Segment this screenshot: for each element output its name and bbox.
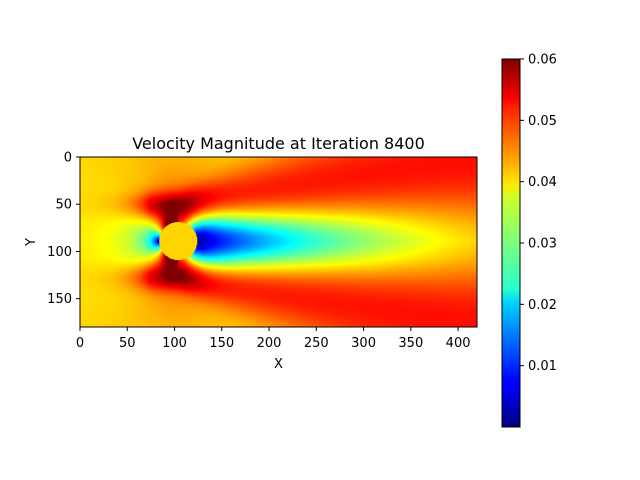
colorbar-tick-label: 0.03 [528, 237, 557, 252]
chart-title: Velocity Magnitude at Iteration 8400 [132, 134, 425, 153]
y-axis-label: Y [24, 238, 39, 247]
x-tick-label: 100 [162, 336, 187, 351]
y-tick-label: 100 [47, 245, 72, 260]
x-axis-label: X [274, 357, 283, 372]
velocity-heatmap [80, 157, 477, 327]
colorbar-tick-label: 0.06 [528, 53, 557, 68]
x-tick-label: 150 [209, 336, 234, 351]
y-axis-ticks: 0 50 100 150 [47, 151, 80, 307]
x-tick-label: 350 [398, 336, 423, 351]
x-tick-label: 50 [119, 336, 136, 351]
y-tick-label: 150 [47, 292, 72, 307]
x-tick-label: 400 [446, 336, 471, 351]
x-tick-label: 200 [257, 336, 282, 351]
colorbar-tick-label: 0.01 [528, 359, 557, 374]
plot-frame [79, 156, 478, 328]
x-tick-label: 300 [351, 336, 376, 351]
x-tick-label: 0 [76, 336, 84, 351]
colorbar: 0.01 0.02 0.03 0.04 0.05 0.06 [501, 53, 557, 428]
x-axis-ticks: 0 50 100 150 200 250 300 350 400 [76, 327, 471, 351]
y-tick-label: 0 [64, 151, 72, 166]
colorbar-gradient [502, 59, 520, 427]
y-tick-label: 50 [55, 198, 72, 213]
colorbar-tick-label: 0.05 [528, 114, 557, 129]
colorbar-ticks: 0.01 0.02 0.03 0.04 0.05 0.06 [520, 53, 557, 374]
cylinder-obstacle [159, 222, 198, 260]
plot-area [79, 156, 478, 328]
colorbar-tick-label: 0.02 [528, 298, 557, 313]
colorbar-tick-label: 0.04 [528, 175, 557, 190]
x-tick-label: 250 [304, 336, 329, 351]
